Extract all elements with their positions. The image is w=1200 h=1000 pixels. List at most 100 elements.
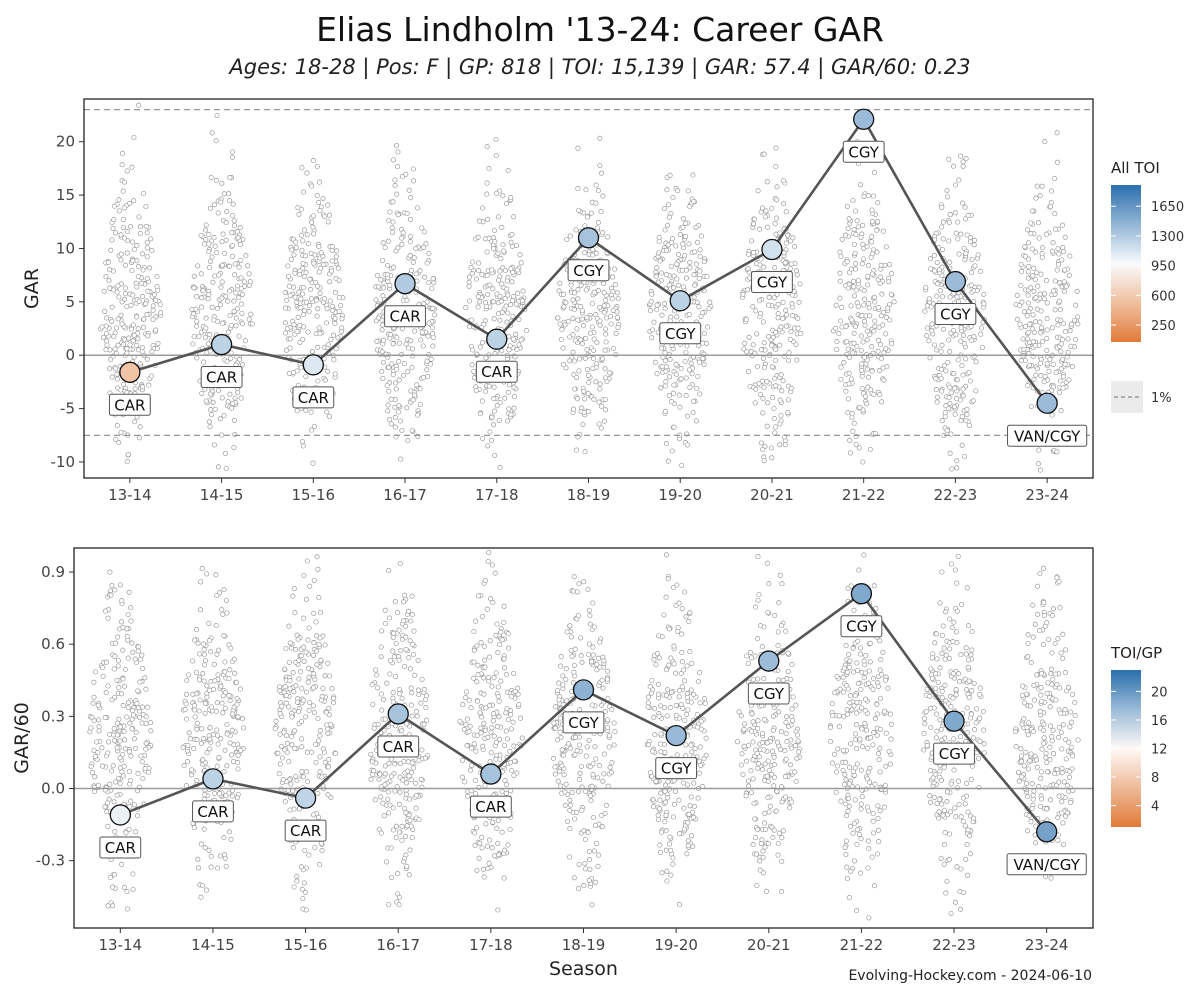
league-point [1036, 235, 1042, 241]
league-point [380, 375, 386, 381]
league-point [1060, 245, 1066, 251]
league-point [662, 227, 668, 233]
league-point [698, 233, 704, 239]
league-point [193, 627, 200, 633]
league-point [1029, 326, 1036, 332]
league-point [127, 720, 133, 726]
x-tick-label: 17-18 [475, 486, 519, 504]
league-point [375, 721, 381, 727]
league-point [313, 279, 319, 286]
league-point [114, 423, 120, 429]
league-point [1042, 373, 1048, 379]
league-point [656, 250, 662, 256]
league-point [511, 394, 517, 400]
league-point [428, 356, 434, 362]
league-point [131, 198, 137, 204]
league-point [768, 445, 774, 451]
league-point [488, 750, 494, 756]
league-point [390, 372, 396, 378]
league-point [229, 727, 235, 733]
league-point [277, 731, 283, 737]
league-point [303, 907, 309, 913]
league-point [1021, 309, 1027, 315]
league-point [409, 427, 415, 433]
league-point [228, 836, 234, 842]
league-point [187, 736, 193, 742]
league-point [614, 314, 620, 320]
league-point [927, 355, 933, 361]
league-point [674, 314, 680, 320]
league-point [790, 235, 796, 241]
league-point [574, 326, 580, 332]
league-point [243, 253, 249, 259]
league-point [135, 264, 142, 270]
league-point [1054, 159, 1060, 165]
y-tick-label: 0 [65, 346, 75, 364]
league-point [704, 273, 710, 280]
league-point [427, 361, 433, 367]
league-point [765, 609, 771, 615]
league-point [745, 778, 752, 784]
league-point [584, 366, 591, 372]
league-point [207, 391, 214, 397]
league-point [125, 655, 131, 661]
league-point [144, 239, 150, 245]
league-point [591, 336, 597, 342]
league-point [755, 636, 761, 642]
league-point [134, 700, 140, 707]
league-point [564, 629, 570, 635]
league-point [946, 219, 952, 225]
league-point [229, 230, 235, 236]
league-point [198, 894, 204, 900]
league-point [319, 848, 325, 854]
league-point [738, 762, 744, 768]
league-point [306, 674, 312, 680]
league-point [495, 840, 501, 846]
team-label-text: CAR [206, 369, 237, 387]
league-point [609, 760, 615, 766]
league-point [581, 388, 587, 394]
league-point [234, 229, 240, 235]
league-point [764, 560, 770, 566]
league-point [664, 713, 670, 719]
league-point [839, 304, 845, 310]
league-point [486, 235, 492, 241]
league-point [231, 417, 237, 423]
league-point [503, 782, 509, 788]
league-point [599, 824, 605, 830]
league-point [223, 237, 229, 243]
league-point [220, 611, 226, 617]
league-point [780, 177, 786, 184]
league-point [786, 350, 792, 356]
league-point [239, 310, 245, 316]
league-point [144, 230, 150, 236]
league-point [503, 200, 510, 207]
league-point [466, 729, 472, 735]
league-point [394, 334, 400, 341]
league-point [688, 360, 694, 366]
league-point [314, 163, 320, 170]
league-point [600, 230, 606, 236]
league-point [944, 427, 950, 434]
league-point [981, 301, 987, 307]
league-point [302, 253, 309, 259]
league-point [770, 395, 776, 401]
league-point [191, 825, 197, 831]
league-point [321, 262, 327, 268]
league-point [154, 283, 160, 290]
league-point [750, 221, 757, 227]
league-point [777, 397, 783, 403]
league-point [655, 812, 661, 818]
league-point [115, 342, 121, 348]
league-point [664, 868, 670, 874]
league-point [494, 190, 500, 196]
league-point [703, 752, 709, 758]
league-point [315, 378, 321, 384]
league-point [615, 324, 621, 330]
league-point [288, 781, 294, 787]
league-point [659, 829, 665, 835]
league-point [292, 270, 298, 276]
league-point [583, 753, 589, 759]
team-label-text: CAR [389, 308, 420, 326]
league-point [292, 745, 298, 752]
